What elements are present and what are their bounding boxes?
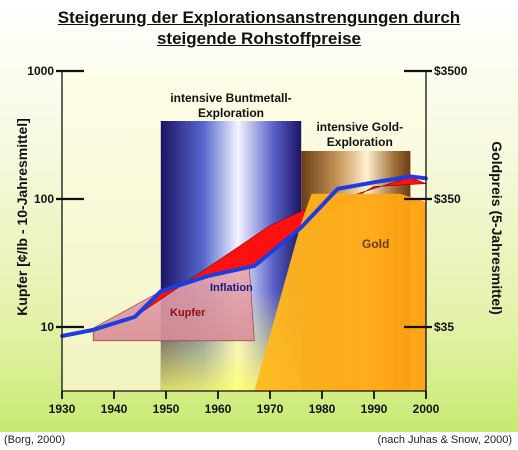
x-tick-label: 1980 — [309, 402, 336, 416]
series-point — [133, 315, 137, 319]
x-tick-label: 1970 — [257, 402, 284, 416]
chart-title: Steigerung der Explorationsanstrengungen… — [57, 8, 461, 27]
series-point — [159, 289, 163, 294]
kupfer-label: Kupfer — [170, 307, 206, 319]
series-point — [408, 174, 413, 179]
x-tick-label: 2000 — [413, 402, 440, 416]
gold-label: Gold — [362, 237, 389, 251]
x-tick-label: 1960 — [205, 402, 232, 416]
series-point — [252, 264, 257, 268]
y-tick-label-left: 10 — [41, 320, 55, 334]
y-tick-label-left: 100 — [34, 192, 54, 206]
buntmetall-exploration-label: intensive Buntmetall-Exploration — [170, 91, 291, 120]
y-tick-label-right: $3500 — [434, 64, 468, 78]
x-tick-label: 1940 — [101, 402, 128, 416]
gold-area — [254, 193, 426, 391]
series-point — [91, 328, 95, 332]
x-tick-label: 1950 — [153, 402, 180, 416]
series-point — [299, 225, 304, 230]
x-tick-label: 1930 — [49, 402, 76, 416]
y-tick-label-left: 1000 — [27, 64, 54, 78]
inflation-label: Inflation — [210, 282, 253, 294]
chart-subtitle: steigende Rohstoffpreise — [156, 29, 362, 48]
chart: 1930 1940 1950 1960 1970 1980 1990 2000 1000 100… — [27, 64, 468, 416]
series-point — [372, 180, 376, 185]
y-tick-label-right: $350 — [434, 192, 461, 206]
kupfer-area — [92, 265, 255, 342]
source-left: (Borg, 2000) — [4, 434, 66, 446]
x-tick-label: 1990 — [361, 402, 388, 416]
gold-exploration-label: intensive Gold-Exploration — [316, 120, 403, 149]
series-point — [335, 187, 340, 191]
series-point — [205, 274, 210, 278]
source-right: (nach Juhas & Snow, 2000) — [377, 434, 512, 446]
y-tick-label-right: $35 — [434, 320, 454, 334]
